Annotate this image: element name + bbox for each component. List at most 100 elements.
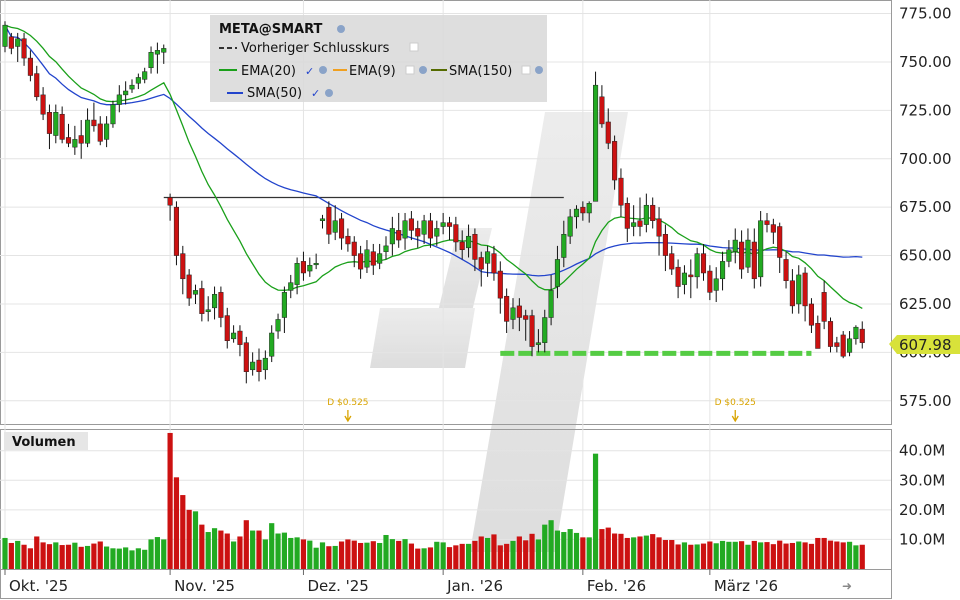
candle-body [313,263,319,266]
time-tick-label: Dez. '25 [307,577,368,595]
candle-body [516,305,522,318]
candle-body [129,84,135,90]
candle-body [427,220,433,239]
volume-bar [796,541,802,569]
volume-bars [2,432,865,569]
volume-bar [46,544,53,569]
checkbox-icon[interactable] [409,42,419,52]
candle-body [415,228,421,237]
price-tick-label: 650.00 [899,247,952,265]
volume-bar [110,548,116,569]
candle-body [637,220,643,227]
check-icon[interactable]: ✓ [305,65,314,78]
candle-body [624,203,630,229]
volume-bar [167,432,173,569]
volume-title-box: Volumen [4,432,88,450]
volume-bar [529,533,535,569]
candle-body [110,104,116,125]
volume-bar [383,534,389,569]
candle-body [288,282,294,291]
volume-bar [15,540,21,569]
candle-body [186,274,192,299]
candle-body [700,253,707,274]
candle-body [491,253,497,274]
volume-bar [313,547,319,569]
volume-bar [834,541,840,569]
candle-body [256,359,262,372]
gear-icon[interactable] [535,66,543,74]
candle-body [808,303,815,326]
volume-bar [59,545,65,569]
dividend-arrow-icon [731,410,739,423]
globe-icon[interactable] [337,25,345,33]
candle-body [593,84,599,202]
candle-body [135,77,141,84]
volume-bar [300,539,307,569]
candle-body [789,280,795,307]
legend-sma150: SMA(150) [449,64,512,79]
candle-body [389,228,395,245]
volume-bar [802,542,808,569]
legend-prev-close: Vorheriger Schlusskurs [241,41,390,56]
volume-bar [237,536,243,569]
candle-body [408,218,414,231]
volume-tick-label: 10.0M [899,530,945,548]
candle-body [2,24,8,47]
candle-body [167,197,173,206]
candle-body [758,220,764,278]
volume-bar [523,540,529,569]
volume-bar [770,544,776,569]
volume-bar [307,540,313,569]
gear-icon[interactable] [325,89,333,97]
volume-bar [662,540,668,569]
volume-bar [269,523,275,569]
gear-icon[interactable] [319,66,327,74]
candle-body [745,239,751,268]
volume-bar [592,453,599,569]
volume-bar [408,543,414,569]
candle-body [859,328,865,343]
volume-bar [465,543,472,569]
volume-bar [186,509,192,569]
volume-bar [840,542,846,569]
candle-body [726,249,732,262]
candle-body [561,234,567,258]
gear-icon[interactable] [419,66,427,74]
scroll-right-icon[interactable]: ➜ [842,579,852,593]
candle-body [472,234,478,260]
time-tick-label: Jan. '26 [446,577,503,595]
candle-body [612,141,618,181]
volume-bar [637,536,643,569]
volume-bar [739,541,745,569]
volume-bar [694,544,700,569]
candle-body [605,121,611,144]
candle-body [529,315,535,347]
volume-bar [370,541,376,569]
candle-body [237,330,243,345]
volume-bar [142,549,148,569]
volume-bar [732,541,738,569]
candle-body [173,206,179,256]
volume-bar [154,537,160,569]
volume-bar [243,520,249,569]
candle-body [294,263,300,285]
volume-bar [808,543,815,569]
candle-body [631,222,637,227]
volume-bar [516,536,522,569]
candle-body [599,96,605,125]
volume-bar [618,533,624,569]
candle-body [802,272,808,307]
volume-bar [415,548,421,569]
candle-body [751,241,757,280]
checkbox-icon[interactable] [405,65,415,75]
check-icon[interactable]: ✓ [311,87,320,100]
candle-body [739,241,745,270]
candle-body [275,319,281,332]
volume-bar [123,547,129,569]
candle-body [351,241,357,256]
volume-bar [669,540,675,569]
checkbox-icon[interactable] [521,65,531,75]
candle-body [783,259,789,281]
candle-body [681,272,688,285]
candle-body [243,342,249,372]
